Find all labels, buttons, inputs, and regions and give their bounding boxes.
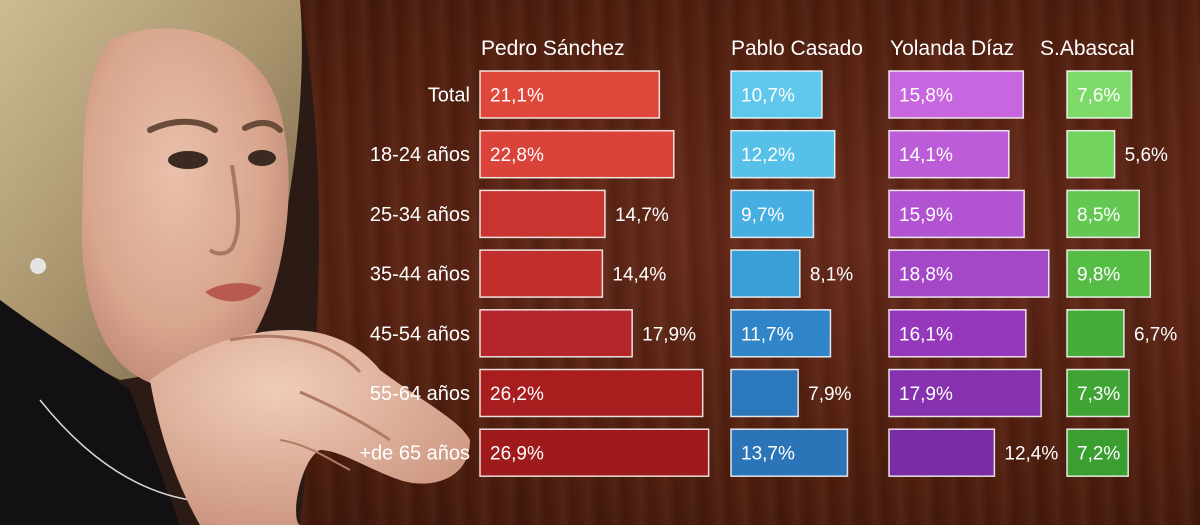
bar-3-1: [1066, 129, 1116, 179]
value-label-3-2: 8,5%: [1077, 205, 1120, 226]
bar-0-3: [479, 249, 604, 298]
value-label-3-0: 7,6%: [1077, 86, 1120, 107]
value-label-0-2: 14,7%: [615, 205, 669, 226]
value-label-2-6: 12,4%: [1004, 444, 1058, 465]
category-label-5: 55-64 años: [370, 383, 470, 405]
bar-0-2: [479, 189, 606, 239]
bar-0-6: [479, 428, 710, 477]
value-label-1-1: 12,2%: [741, 145, 795, 166]
value-label-1-3: 8,1%: [810, 265, 853, 286]
value-label-1-0: 10,7%: [741, 86, 795, 107]
value-label-3-3: 9,8%: [1077, 265, 1120, 286]
value-label-2-4: 16,1%: [899, 324, 953, 345]
bar-1-6: [730, 428, 849, 477]
value-label-3-6: 7,2%: [1077, 444, 1120, 465]
bar-2-2: [888, 189, 1025, 239]
value-label-0-3: 14,4%: [612, 265, 666, 286]
category-label-1: 18-24 años: [370, 144, 470, 166]
series-header-3: S.Abascal: [1040, 37, 1135, 60]
bar-3-4: [1066, 309, 1125, 358]
bar-1-4: [730, 309, 832, 358]
bar-2-4: [888, 309, 1027, 358]
bar-3-2: [1066, 189, 1140, 239]
bar-3-6: [1066, 428, 1129, 477]
bar-0-1: [479, 129, 675, 179]
category-label-6: +de 65 años: [359, 443, 470, 465]
series-header-2: Yolanda Díaz: [890, 37, 1014, 60]
value-label-0-6: 26,9%: [490, 444, 544, 465]
value-label-3-5: 7,3%: [1077, 384, 1120, 405]
bar-0-5: [479, 368, 704, 418]
bar-1-0: [730, 70, 823, 119]
value-label-2-1: 14,1%: [899, 145, 953, 166]
value-label-1-6: 13,7%: [741, 444, 795, 465]
bar-0-0: [479, 70, 661, 119]
value-label-0-1: 22,8%: [490, 145, 544, 166]
bar-0-4: [479, 309, 633, 358]
value-label-1-4: 11,7%: [741, 324, 794, 345]
value-label-2-0: 15,8%: [899, 86, 953, 107]
series-header-1: Pablo Casado: [731, 37, 863, 60]
category-label-4: 45-54 años: [370, 323, 470, 345]
value-label-0-0: 21,1%: [490, 86, 544, 107]
bar-3-3: [1066, 249, 1152, 298]
value-label-2-3: 18,8%: [899, 265, 953, 286]
bar-2-0: [888, 70, 1025, 119]
bar-2-5: [888, 368, 1042, 418]
bar-2-6: [888, 428, 996, 477]
value-label-1-5: 7,9%: [808, 384, 851, 405]
value-label-0-4: 17,9%: [642, 324, 696, 345]
portrait-photo: [0, 0, 470, 525]
value-label-1-2: 9,7%: [741, 205, 784, 226]
bar-1-1: [730, 129, 836, 179]
bar-1-2: [730, 189, 815, 239]
bar-3-0: [1066, 70, 1133, 119]
bar-1-5: [730, 368, 799, 418]
bar-2-3: [888, 249, 1050, 298]
category-label-0: Total: [428, 85, 470, 107]
value-label-2-5: 17,9%: [899, 384, 953, 405]
value-label-0-5: 26,2%: [490, 384, 544, 405]
value-label-3-1: 5,6%: [1125, 145, 1168, 166]
bar-3-5: [1066, 368, 1130, 418]
series-header-0: Pedro Sánchez: [481, 37, 625, 60]
bar-1-3: [730, 249, 801, 298]
category-label-3: 35-44 años: [370, 264, 470, 286]
value-label-2-2: 15,9%: [899, 205, 953, 226]
bar-2-1: [888, 129, 1010, 179]
category-label-2: 25-34 años: [370, 204, 470, 226]
value-label-3-4: 6,7%: [1134, 324, 1177, 345]
